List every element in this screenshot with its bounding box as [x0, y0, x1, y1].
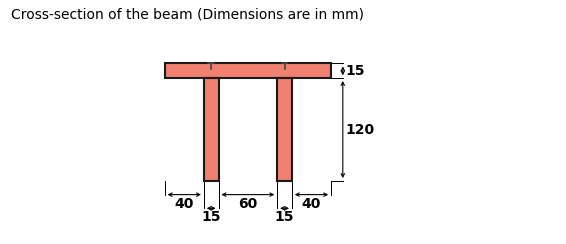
Text: 120: 120: [346, 123, 375, 137]
Text: 60: 60: [238, 197, 258, 211]
Bar: [277, 78, 292, 181]
Text: 40: 40: [302, 197, 321, 211]
Bar: [204, 78, 218, 181]
Text: 15: 15: [346, 64, 365, 78]
Text: 40: 40: [174, 197, 194, 211]
Text: Cross-section of the beam (Dimensions are in mm): Cross-section of the beam (Dimensions ar…: [11, 7, 365, 21]
Text: 15: 15: [201, 210, 221, 224]
Bar: [165, 63, 331, 78]
Text: 15: 15: [275, 210, 294, 224]
